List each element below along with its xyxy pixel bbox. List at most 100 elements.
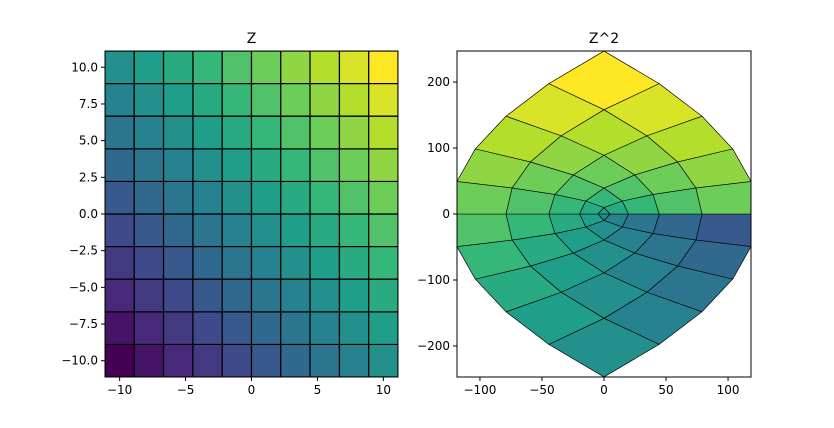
y-tick-label: −100	[417, 273, 450, 287]
mesh-cell	[250, 148, 282, 183]
mesh-cell	[368, 51, 398, 85]
mesh-cell	[309, 245, 341, 280]
mesh-cell	[105, 278, 135, 313]
mesh-cell	[309, 311, 341, 346]
mesh-cell	[309, 180, 341, 215]
mesh-cell	[280, 51, 311, 85]
x-tick-label: 5	[314, 383, 322, 397]
mesh-cell	[192, 245, 223, 280]
mesh-cell	[368, 180, 398, 215]
mesh	[105, 51, 398, 377]
mesh-cell	[133, 82, 165, 117]
mesh-cell	[250, 51, 282, 85]
mesh-cell	[457, 181, 513, 215]
mesh-cell	[162, 115, 194, 150]
mesh-cell	[133, 51, 165, 85]
mesh-cell	[250, 82, 282, 117]
mesh-cell	[133, 148, 165, 183]
mesh-cell	[105, 343, 135, 377]
y-tick-label: 0	[442, 207, 450, 221]
mesh-cell	[162, 82, 194, 117]
mesh-cell	[105, 245, 135, 280]
mesh-cell	[192, 213, 223, 248]
mesh-cell	[250, 343, 282, 377]
mesh-cell	[250, 115, 282, 150]
mesh-cell	[338, 213, 370, 248]
mesh-cell	[192, 51, 223, 85]
mesh-cell	[280, 148, 311, 183]
mesh-cell	[133, 311, 165, 346]
y-tick-label: −200	[417, 339, 450, 353]
mesh-cell	[133, 278, 165, 313]
y-tick-label: 2.5	[79, 170, 98, 184]
mesh-cell	[162, 245, 194, 280]
mesh-cell	[221, 148, 253, 183]
mesh-cell	[280, 82, 311, 117]
y-tick-label: −5.0	[69, 280, 98, 294]
mesh-cell	[192, 115, 223, 150]
mesh-cell	[162, 278, 194, 313]
mesh-cell	[338, 245, 370, 280]
y-tick-label: −2.5	[69, 244, 98, 258]
mesh-cell	[368, 115, 398, 150]
mesh-cell	[105, 115, 135, 150]
mesh-cell	[162, 213, 194, 248]
mesh-cell	[162, 343, 194, 377]
y-tick-label: −10.0	[61, 354, 98, 368]
mesh-cell	[280, 343, 311, 377]
mesh-cell	[368, 245, 398, 280]
mesh-cell	[250, 213, 282, 248]
mesh-cell	[221, 343, 253, 377]
mesh-cell	[309, 115, 341, 150]
y-tick-label: 100	[427, 141, 450, 155]
mesh-cell	[368, 148, 398, 183]
mesh-cell	[192, 278, 223, 313]
x-tick-label: 0	[248, 383, 256, 397]
mesh-cell	[162, 311, 194, 346]
mesh-cell	[133, 115, 165, 150]
mesh-cell	[309, 278, 341, 313]
mesh-cell	[309, 213, 341, 248]
mesh-cell	[133, 180, 165, 215]
mesh-cell	[250, 180, 282, 215]
mesh-cell	[105, 180, 135, 215]
y-tick-label: 10.0	[71, 60, 98, 74]
mesh-cell	[338, 82, 370, 117]
mesh-cell	[309, 148, 341, 183]
mesh-cell	[192, 343, 223, 377]
mesh-cell	[133, 245, 165, 280]
mesh-cell	[457, 239, 531, 280]
chart-title: Z	[247, 31, 257, 47]
mesh-cell	[338, 51, 370, 85]
mesh-cell	[280, 311, 311, 346]
y-tick-label: −7.5	[69, 317, 98, 331]
mesh-cell	[192, 180, 223, 215]
mesh-cell	[221, 213, 253, 248]
mesh-cell	[309, 343, 341, 377]
x-tick-label: −50	[529, 383, 554, 397]
mesh-cell	[221, 51, 253, 85]
mesh-cell	[105, 148, 135, 183]
mesh-cell	[338, 278, 370, 313]
mesh-cell	[221, 180, 253, 215]
mesh-cell	[280, 278, 311, 313]
mesh-cell	[338, 311, 370, 346]
mesh-cell	[309, 51, 341, 85]
mesh-cell	[162, 180, 194, 215]
mesh-cell	[221, 311, 253, 346]
y-tick-label: 5.0	[79, 134, 98, 148]
mesh-cell	[368, 213, 398, 248]
mesh-cell	[192, 148, 223, 183]
mesh-cell	[309, 82, 341, 117]
chart-title: Z^2	[589, 31, 619, 47]
mesh-cell	[338, 343, 370, 377]
y-tick-label: 200	[427, 75, 450, 89]
mesh-cell	[250, 278, 282, 313]
mesh-cell	[221, 278, 253, 313]
mesh-cell	[105, 311, 135, 346]
mesh-cell	[133, 213, 165, 248]
mesh-cell	[368, 343, 398, 377]
mesh	[457, 51, 751, 377]
mesh-cell	[338, 180, 370, 215]
